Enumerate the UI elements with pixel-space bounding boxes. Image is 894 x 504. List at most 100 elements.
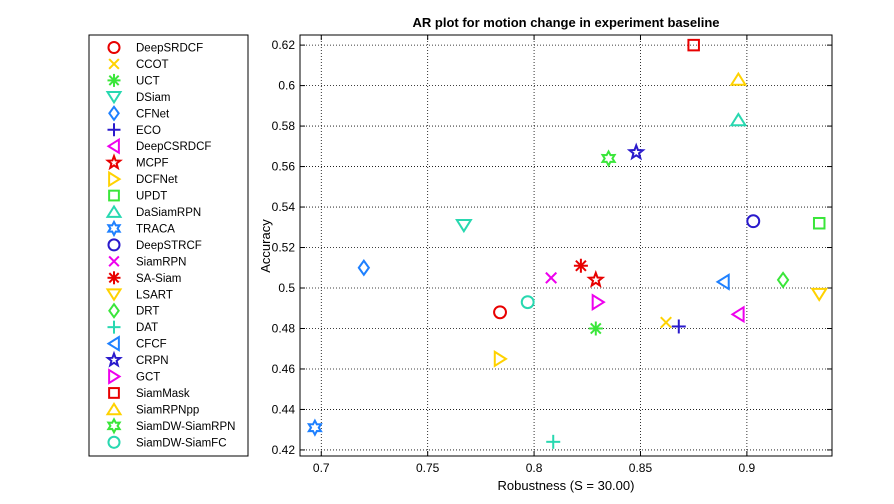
- legend-marker-icon: [107, 320, 121, 334]
- y-tick-label: 0.54: [272, 200, 296, 214]
- legend-label: UPDT: [136, 191, 167, 203]
- legend-item: DeepSTRCF: [107, 238, 202, 252]
- y-tick-label: 0.62: [272, 38, 296, 52]
- legend-item: TRACA: [106, 219, 175, 238]
- x-tick-label: 0.85: [629, 461, 653, 475]
- legend-item: SiamDW-SiamRPN: [106, 417, 235, 435]
- data-point-ccot: [660, 316, 672, 329]
- y-tick-label: 0.52: [272, 241, 296, 255]
- legend-marker-icon: [107, 435, 121, 449]
- legend-marker-icon: [106, 417, 122, 435]
- legend-marker-icon: [108, 58, 120, 70]
- legend-label: CFCF: [136, 339, 167, 351]
- legend-marker-icon: [107, 271, 121, 285]
- data-point-siamdw-siamfc: [520, 295, 535, 310]
- legend-entries: DeepSRDCF CCOT UCT DSiam CFNet ECO DeepCSRDCF M…: [105, 40, 235, 449]
- legend-label: GCT: [136, 372, 160, 384]
- legend-label: SA-Siam: [136, 273, 181, 285]
- legend-item: UPDT: [108, 189, 167, 203]
- legend-label: DRT: [136, 306, 159, 318]
- data-point-crpn: [626, 142, 646, 161]
- x-tick-label: 0.75: [416, 461, 440, 475]
- legend-marker-icon: [105, 204, 123, 218]
- legend-item: DeepSRDCF: [107, 40, 203, 55]
- data-point-siamrpn: [545, 271, 558, 284]
- legend-marker-icon: [108, 189, 120, 202]
- x-tick-label: 0.8: [526, 461, 543, 475]
- y-tick-label: 0.46: [272, 362, 296, 376]
- legend-item: SiamDW-SiamFC: [107, 435, 227, 449]
- legend-item: DSiam: [105, 90, 171, 105]
- legend-item: CRPN: [105, 350, 169, 368]
- legend-marker-icon: [105, 401, 123, 416]
- data-point-traca: [306, 418, 323, 437]
- legend-label: SiamMask: [136, 388, 190, 400]
- legend-label: CCOT: [136, 59, 169, 71]
- legend-item: DeepCSRDCF: [106, 137, 211, 155]
- legend-label: CFNet: [136, 108, 170, 120]
- gridlines: [300, 35, 832, 456]
- data-markers: [306, 38, 829, 449]
- legend-marker-icon: [106, 137, 120, 155]
- legend-item: MCPF: [105, 153, 169, 171]
- legend-label: SiamDW-SiamRPN: [136, 421, 235, 433]
- legend-label: DeepCSRDCF: [136, 141, 211, 153]
- data-point-gct: [591, 293, 606, 311]
- legend-label: DAT: [136, 322, 158, 334]
- data-point-siammask: [687, 38, 700, 52]
- legend-label: DCFNet: [136, 174, 178, 186]
- legend-item: DCFNet: [108, 170, 178, 188]
- y-tick-label: 0.56: [272, 160, 296, 174]
- x-tick-label: 0.7: [313, 461, 330, 475]
- legend-item: SA-Siam: [107, 271, 181, 285]
- legend-item: GCT: [108, 368, 160, 385]
- data-point-siamdw-siamrpn: [600, 149, 617, 168]
- legend-marker-icon: [107, 40, 121, 55]
- y-axis: 0.42 0.44 0.46 0.48 0.5 0.52 0.54 0.56 0.58 0.6 0.…: [272, 38, 832, 457]
- data-point-deepstrcf: [746, 214, 761, 229]
- plot-frame: [299, 34, 833, 457]
- legend-marker-icon: [108, 368, 122, 385]
- legend-marker-icon: [106, 219, 122, 238]
- legend-item: CFCF: [106, 335, 167, 352]
- data-point-siamrpnpp: [729, 71, 748, 86]
- y-tick-label: 0.58: [272, 119, 296, 133]
- data-point-mcpf: [586, 270, 606, 288]
- legend-item: UCT: [107, 73, 160, 87]
- x-tick-label: 0.9: [739, 461, 756, 475]
- data-point-dat: [546, 434, 561, 449]
- legend-item: CFNet: [108, 105, 170, 122]
- legend-label: DeepSRDCF: [136, 43, 203, 55]
- data-point-dcfnet: [493, 350, 508, 368]
- legend-marker-icon: [107, 238, 121, 252]
- data-point-drt: [776, 271, 790, 289]
- legend-item: SiamRPN: [108, 255, 186, 268]
- legend-label: SiamRPN: [136, 256, 186, 268]
- data-point-dasiamrpn: [729, 112, 748, 127]
- legend-marker-icon: [105, 288, 123, 302]
- data-point-eco: [671, 319, 686, 334]
- legend-marker-icon: [108, 387, 120, 399]
- legend-label: DeepSTRCF: [136, 240, 202, 252]
- plot-area: [300, 35, 832, 456]
- y-tick-label: 0.6: [278, 79, 295, 93]
- legend: DeepSRDCF CCOT UCT DSiam CFNet ECO DeepCSRDCF M…: [88, 34, 249, 457]
- legend-marker-icon: [106, 335, 120, 352]
- legend-marker-icon: [107, 73, 121, 87]
- legend-item: DaSiamRPN: [105, 204, 201, 219]
- legend-label: SiamRPNpp: [136, 404, 199, 416]
- legend-item: DRT: [108, 302, 159, 319]
- legend-item: ECO: [107, 123, 161, 137]
- legend-marker-icon: [108, 255, 120, 267]
- data-point-dsiam: [455, 219, 473, 234]
- y-tick-label: 0.5: [278, 281, 295, 295]
- legend-item: DAT: [107, 320, 158, 334]
- y-tick-label: 0.44: [272, 402, 296, 416]
- legend-marker-icon: [108, 302, 120, 319]
- legend-label: CRPN: [136, 355, 169, 367]
- legend-marker-icon: [105, 90, 123, 105]
- plot-axes: 0.7 0.75 0.8 0.85 0.9 0.42 0.44 0.46 0.48 0.5 0.5…: [272, 34, 833, 475]
- y-axis-label: Accuracy: [258, 219, 273, 273]
- legend-marker-icon: [105, 153, 123, 171]
